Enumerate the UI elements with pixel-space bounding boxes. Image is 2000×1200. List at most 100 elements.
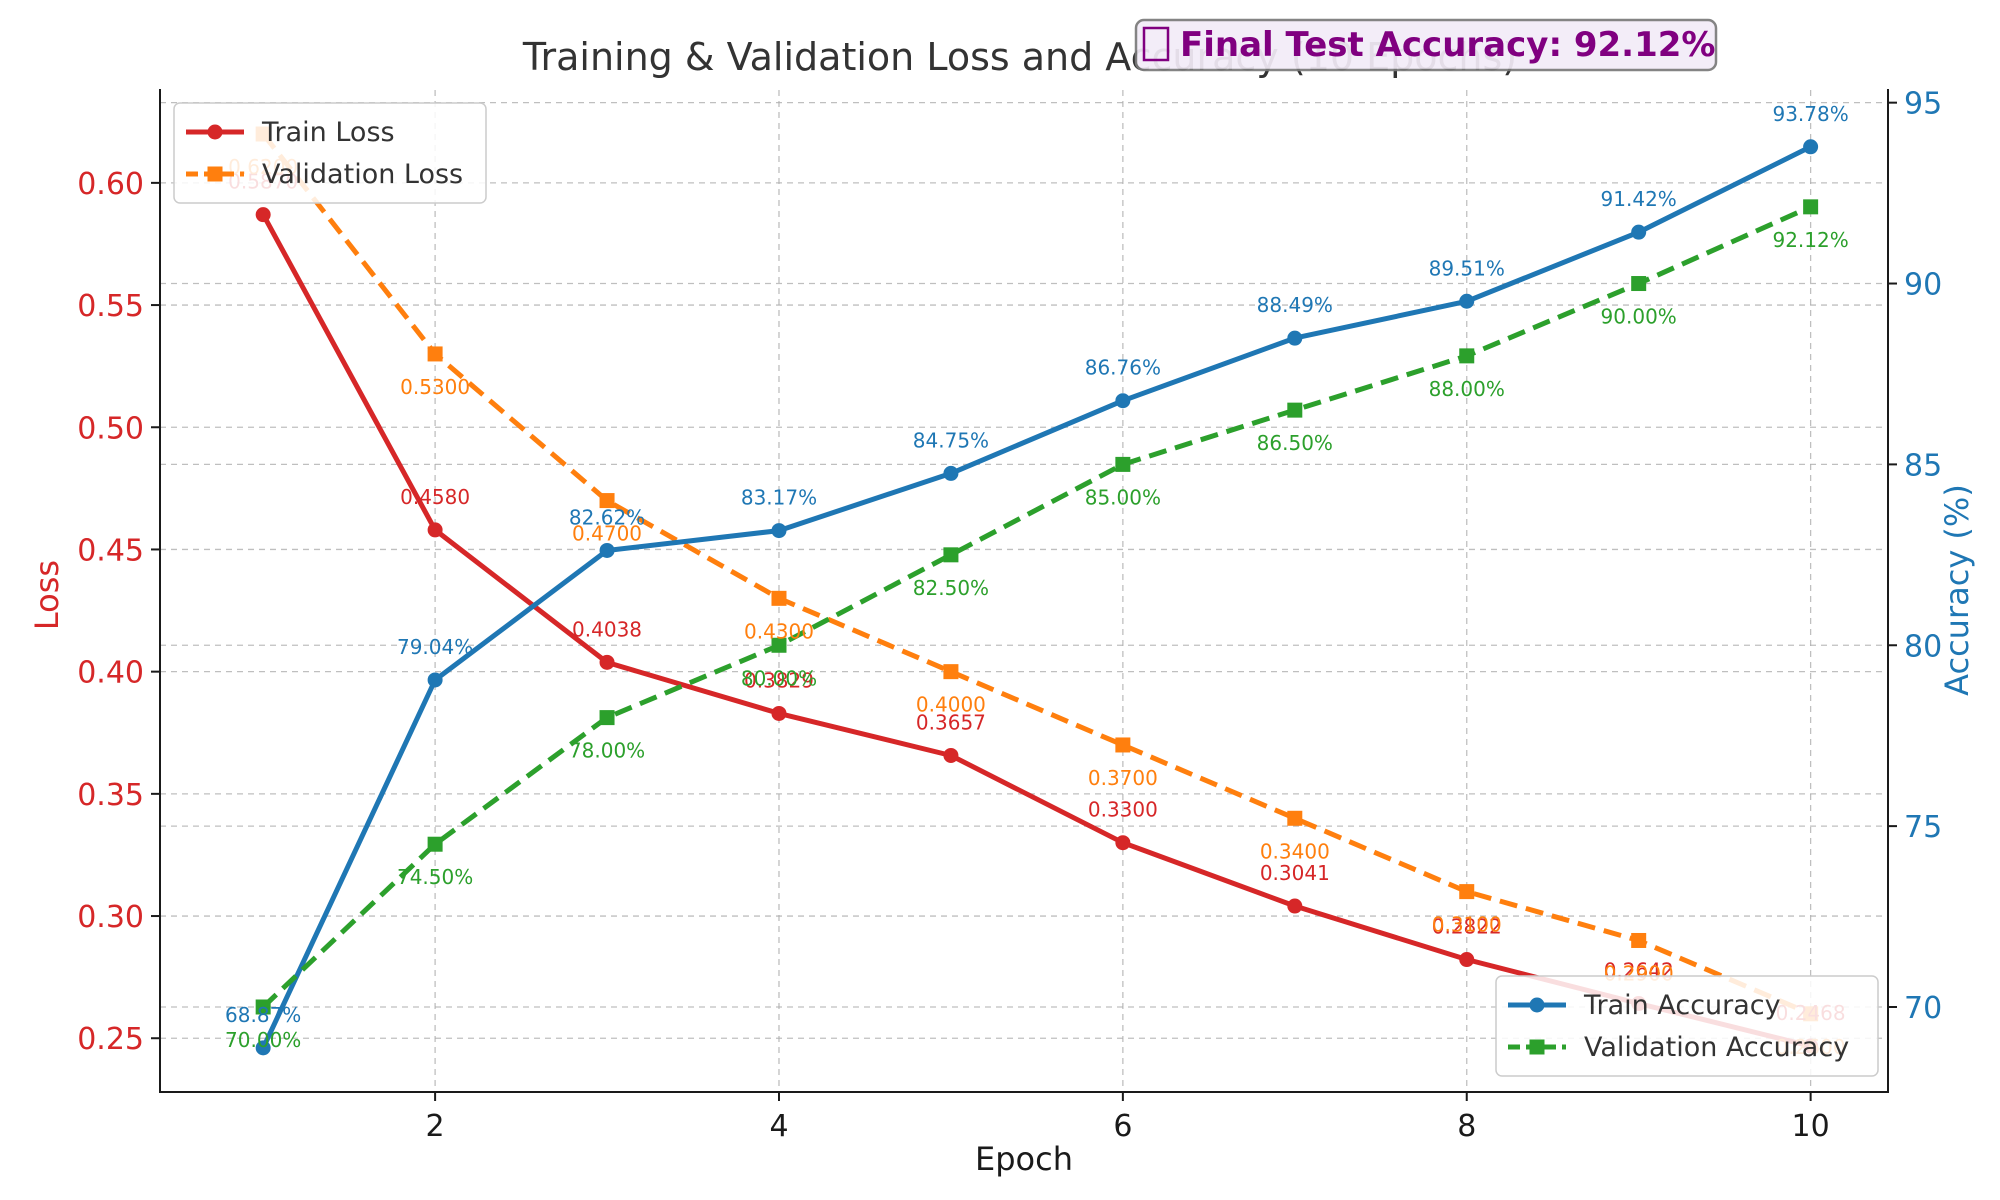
left-y-tick-label: 0.25 <box>77 1022 144 1057</box>
validation-accuracy-data-label: 80.00% <box>741 666 817 690</box>
train-loss-data-label: 0.4038 <box>572 617 642 641</box>
final-accuracy-annotation: Final Test Accuracy: 92.12% <box>1134 18 1718 72</box>
validation-accuracy-data-label: 74.50% <box>397 865 473 889</box>
train-accuracy-data-label: 83.17% <box>741 486 817 510</box>
x-tick-label: 4 <box>769 1109 788 1144</box>
train-loss-point <box>599 654 615 670</box>
legend-accuracy: Train Accuracy Validation Accuracy <box>1495 975 1879 1077</box>
train-accuracy-data-label: 82.62% <box>569 505 645 529</box>
train-accuracy-point <box>771 523 787 539</box>
validation-accuracy-point <box>255 999 271 1015</box>
right-y-tick-label: 70 <box>1904 991 1942 1026</box>
train-loss-data-label: 0.3041 <box>1260 861 1330 885</box>
train-loss-data-label: 0.2822 <box>1432 915 1502 939</box>
validation-accuracy-line <box>261 204 1812 1009</box>
left-axis-spine <box>159 89 161 1093</box>
validation-loss-data-label: 0.5300 <box>400 375 470 399</box>
legend-loss: Train Loss Validation Loss <box>173 102 487 204</box>
train-loss-data-label: 0.3300 <box>1088 798 1158 822</box>
legend-swatch-marker <box>1529 1039 1545 1055</box>
train-loss-data-label: 0.3657 <box>916 710 986 734</box>
right-y-tick-label: 85 <box>1904 448 1942 483</box>
validation-loss-data-label: 0.3100 <box>1432 913 1502 937</box>
x-tick-label: 2 <box>426 1109 445 1144</box>
left-y-tick-label: 0.55 <box>77 289 144 324</box>
legend-swatch-marker <box>1529 997 1545 1013</box>
annotation-text: Final Test Accuracy: 92.12% <box>1180 25 1715 65</box>
train-accuracy-point <box>1287 330 1303 346</box>
train-accuracy-point <box>943 465 959 481</box>
validation-loss-data-label: 0.4700 <box>572 522 642 546</box>
right-axis-spine <box>1887 89 1889 1093</box>
validation-accuracy-data-label: 90.00% <box>1601 305 1677 329</box>
validation-accuracy-series <box>255 199 1819 1015</box>
validation-accuracy-point <box>1115 456 1131 472</box>
legend-entry-label: Train Accuracy <box>1583 990 1781 1021</box>
left-axis-title: Loss <box>28 560 66 630</box>
validation-loss-line <box>261 132 1812 1017</box>
series-layer <box>255 126 1819 1056</box>
validation-accuracy-data-label: 86.50% <box>1257 431 1333 455</box>
right-y-tick-label: 80 <box>1904 629 1942 664</box>
validation-accuracy-point <box>771 637 787 653</box>
train-accuracy-point <box>1459 293 1475 309</box>
legend-swatch-marker <box>207 166 223 182</box>
bottom-axis-spine <box>159 1091 1889 1093</box>
validation-loss-point <box>1459 884 1475 900</box>
validation-accuracy-data-label: 85.00% <box>1085 485 1161 509</box>
validation-accuracy-point <box>1631 276 1647 292</box>
validation-loss-point <box>427 346 443 362</box>
validation-loss-data-label: 0.3400 <box>1260 839 1330 863</box>
train-accuracy-line <box>260 144 1812 1049</box>
train-loss-point <box>771 705 787 721</box>
left-y-tick-label: 0.45 <box>77 533 144 568</box>
left-y-tick-label: 0.40 <box>77 656 144 691</box>
train-accuracy-data-label: 91.42% <box>1601 187 1677 211</box>
left-y-tick-label: 0.35 <box>77 778 144 813</box>
validation-loss-point <box>1631 932 1647 948</box>
annotation-background <box>1134 18 1718 72</box>
legend-entry-label: Validation Accuracy <box>1584 1032 1849 1063</box>
validation-accuracy-data-label: 70.00% <box>225 1028 301 1052</box>
validation-accuracy-data-label: 92.12% <box>1772 228 1848 252</box>
train-accuracy-point <box>1115 393 1131 409</box>
train-accuracy-point <box>1803 139 1819 155</box>
validation-loss-data-label: 0.4000 <box>916 693 986 717</box>
legend-swatch-marker <box>207 124 223 140</box>
right-y-tick-label: 95 <box>1904 87 1942 122</box>
x-tick-label: 10 <box>1792 1109 1830 1144</box>
train-loss-data-label: 0.3829 <box>744 668 814 692</box>
validation-accuracy-point <box>1287 402 1303 418</box>
train-accuracy-point <box>599 542 615 558</box>
right-y-tick-label: 75 <box>1904 810 1942 845</box>
validation-accuracy-point <box>1459 348 1475 364</box>
train-loss-point <box>943 747 959 763</box>
validation-accuracy-point <box>427 836 443 852</box>
train-accuracy-data-label: 79.04% <box>397 635 473 659</box>
validation-accuracy-data-label: 88.00% <box>1429 377 1505 401</box>
x-tick-label: 6 <box>1113 1109 1132 1144</box>
train-accuracy-data-label: 84.75% <box>913 428 989 452</box>
validation-loss-point <box>943 664 959 680</box>
x-tick-label: 8 <box>1457 1109 1476 1144</box>
validation-loss-point <box>599 493 615 509</box>
train-loss-point <box>1459 952 1475 968</box>
train-loss-point <box>1287 898 1303 914</box>
train-loss-point <box>255 207 271 223</box>
train-accuracy-point <box>1631 224 1647 240</box>
validation-loss-point <box>771 590 787 606</box>
left-y-tick-label: 0.50 <box>77 411 144 446</box>
train-accuracy-data-label: 88.49% <box>1257 293 1333 317</box>
x-axis-title: Epoch <box>975 1140 1073 1178</box>
train-loss-point <box>427 522 443 538</box>
validation-accuracy-data-label: 82.50% <box>913 576 989 600</box>
train-loss-data-label: 0.4580 <box>400 485 470 509</box>
legend-frame <box>173 102 487 204</box>
validation-loss-point <box>1287 810 1303 826</box>
train-accuracy-point <box>255 1040 271 1056</box>
train-accuracy-data-label: 89.51% <box>1429 256 1505 280</box>
trophy-icon <box>1142 26 1170 62</box>
right-axis-title: Accuracy (%) <box>1938 484 1976 696</box>
validation-accuracy-point <box>943 547 959 563</box>
